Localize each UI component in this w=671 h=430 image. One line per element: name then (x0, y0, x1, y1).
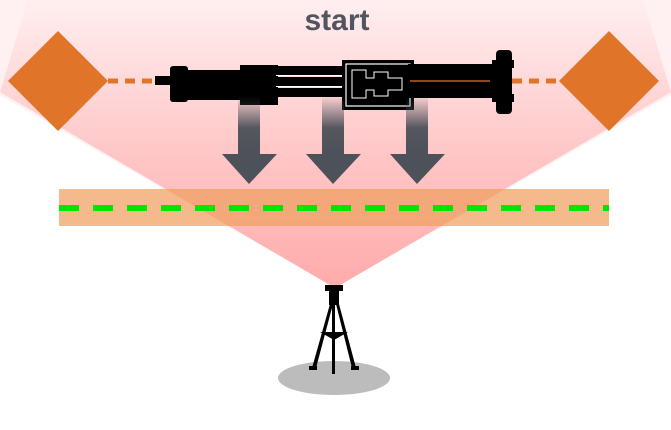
arrow-down-icon (306, 96, 361, 184)
tripod-icon (309, 285, 359, 374)
right-marker-diamond (559, 31, 659, 131)
down-arrows (222, 96, 445, 184)
diagram-title: start (304, 4, 369, 37)
left-marker-diamond (8, 31, 108, 131)
arrow-down-icon (390, 96, 445, 184)
arrow-down-icon (222, 96, 277, 184)
ground-shadow (278, 361, 390, 395)
